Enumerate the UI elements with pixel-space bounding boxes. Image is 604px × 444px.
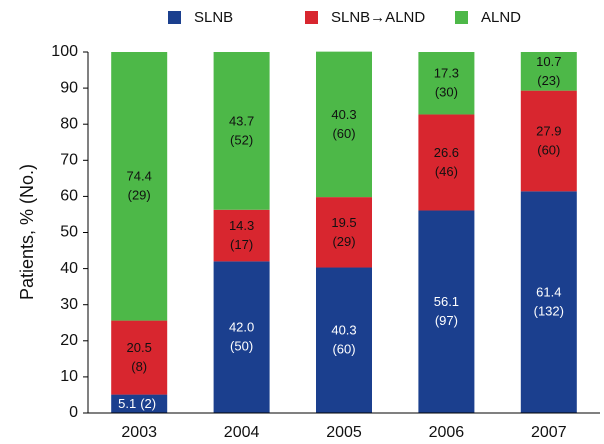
value-label: 43.7 [229,113,254,128]
bar-segment [213,261,270,413]
count-label: (52) [230,132,253,147]
y-tick-label: 100 [51,43,78,60]
count-label: (8) [131,359,147,374]
x-tick-label: 2005 [326,424,362,441]
bar-segment [111,394,168,413]
y-tick-label: 10 [60,368,78,385]
bar-segment [213,52,270,210]
y-tick-label: 60 [60,188,78,205]
y-tick-label: 70 [60,152,78,169]
value-label: 42.0 [229,320,254,335]
y-tick-label: 50 [60,224,78,241]
y-tick-label: 80 [60,115,78,132]
legend-label: SLNB→ALND [331,9,425,26]
count-label: (50) [230,339,253,354]
value-label: 40.3 [331,107,356,122]
count-label: (132) [534,304,564,319]
y-axis-label: Patients, % (No.) [17,164,37,300]
x-tick-label: 2004 [224,424,260,441]
bar-segment [418,210,475,413]
count-label: (23) [537,73,560,88]
count-label: (97) [435,313,458,328]
value-label: 74.4 [127,169,152,184]
bar-segment [520,191,577,413]
value-label: 14.3 [229,218,254,233]
value-label: 5.1 [118,396,136,411]
legend-label: SLNB [194,9,233,26]
bar-segment [418,52,475,115]
bar-segment [111,52,168,321]
bar-segment [316,267,372,413]
bar-segment [111,320,168,395]
y-tick-label: 40 [60,260,78,277]
count-label: (60) [332,342,355,357]
value-label: 19.5 [331,215,356,230]
value-label: 61.4 [536,285,561,300]
value-label: 40.3 [331,323,356,338]
count-label: (60) [332,126,355,141]
count-label: (17) [230,237,253,252]
value-label: 17.3 [434,66,459,81]
count-label: (2) [140,396,156,411]
bar-segment [316,197,372,268]
legend-label: ALND [481,9,521,26]
bar-segment [520,90,577,192]
value-label: 26.6 [434,145,459,160]
x-tick-label: 2003 [121,424,157,441]
legend-swatch [168,11,181,24]
value-label: 56.1 [434,294,459,309]
count-label: (30) [435,85,458,100]
value-label: 10.7 [536,54,561,69]
y-tick-label: 90 [60,79,78,96]
y-tick-label: 20 [60,332,78,349]
value-label: 27.9 [536,123,561,138]
legend-swatch [305,11,318,24]
value-label: 20.5 [127,340,152,355]
count-label: (29) [332,234,355,249]
count-label: (46) [435,164,458,179]
legend-swatch [455,11,468,24]
bar-segment [418,114,475,211]
count-label: (60) [537,142,560,157]
x-tick-label: 2006 [429,424,465,441]
bar-segment [213,209,270,262]
y-tick-label: 0 [69,404,78,421]
bar-segment [316,51,372,198]
x-tick-label: 2007 [531,424,567,441]
bar-segment [520,52,577,91]
y-tick-label: 30 [60,296,78,313]
count-label: (29) [128,188,151,203]
